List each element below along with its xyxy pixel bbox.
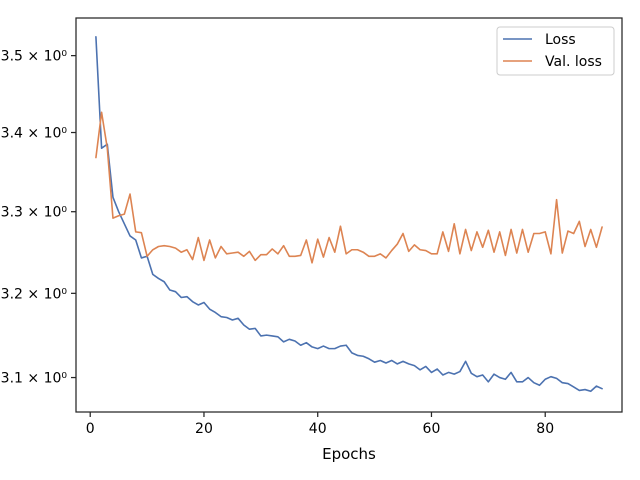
x-tick-label: 80 — [536, 421, 554, 437]
series-line-val-loss — [95, 111, 603, 264]
x-tick-label: 0 — [86, 421, 95, 437]
x-tick-label: 40 — [309, 421, 327, 437]
x-tick-label: 20 — [195, 421, 213, 437]
y-axis-ticks: 3.1 × 10⁰ 3.2 × 10⁰ 3.3 × 10⁰ 3.4 × 10⁰ 3.5 … — [1, 49, 76, 387]
x-axis-ticks: 0 20 40 60 80 — [86, 412, 554, 437]
y-tick-label: 3.1 × 10⁰ — [1, 371, 68, 387]
y-tick-label: 3.2 × 10⁰ — [1, 286, 68, 302]
y-tick-label: 3.5 × 10⁰ — [1, 49, 68, 65]
axes-frame — [75, 17, 623, 413]
legend-label-val-loss: Val. loss — [545, 54, 602, 70]
x-axis-label: Epochs — [322, 445, 376, 463]
x-tick-label: 60 — [423, 421, 441, 437]
y-tick-label: 3.3 × 10⁰ — [1, 205, 68, 221]
y-tick-label: 3.4 × 10⁰ — [1, 126, 68, 142]
legend: Loss Val. loss — [496, 26, 615, 76]
plot-area — [95, 35, 603, 393]
series-line-loss — [95, 35, 603, 393]
legend-label-loss: Loss — [545, 32, 576, 48]
